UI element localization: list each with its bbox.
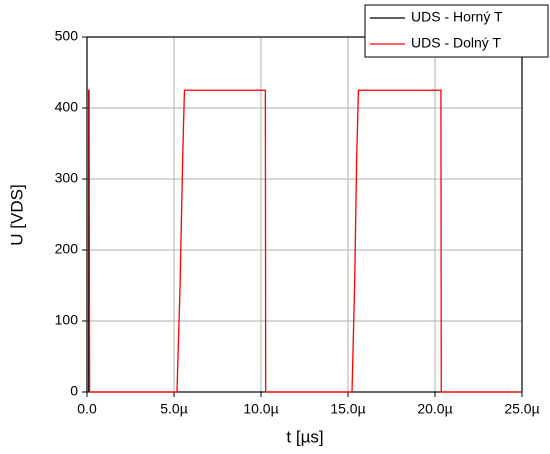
x-tick-label: 15.0µ bbox=[330, 401, 365, 417]
x-tick-label: 25.0µ bbox=[504, 401, 539, 417]
legend-label: UDS - Horný T bbox=[411, 9, 503, 25]
y-tick-label: 300 bbox=[55, 170, 79, 186]
x-tick-label: 5.0µ bbox=[160, 401, 188, 417]
x-tick-label: 0.0 bbox=[77, 401, 97, 417]
legend-box bbox=[364, 4, 549, 58]
y-axis-title: U [VDS] bbox=[7, 184, 26, 245]
x-tick-label: 20.0µ bbox=[417, 401, 452, 417]
y-tick-label: 100 bbox=[55, 312, 79, 328]
series-line bbox=[87, 89, 522, 393]
y-tick-label: 500 bbox=[55, 28, 79, 44]
y-tick-label: 400 bbox=[55, 99, 79, 115]
x-tick-label: 10.0µ bbox=[243, 401, 278, 417]
plot-frame bbox=[86, 36, 523, 393]
x-axis-title: t [µs] bbox=[286, 427, 323, 446]
legend-label: UDS - Dolný T bbox=[411, 35, 501, 51]
y-tick-label: 0 bbox=[70, 383, 78, 399]
y-tick-label: 200 bbox=[55, 241, 79, 257]
